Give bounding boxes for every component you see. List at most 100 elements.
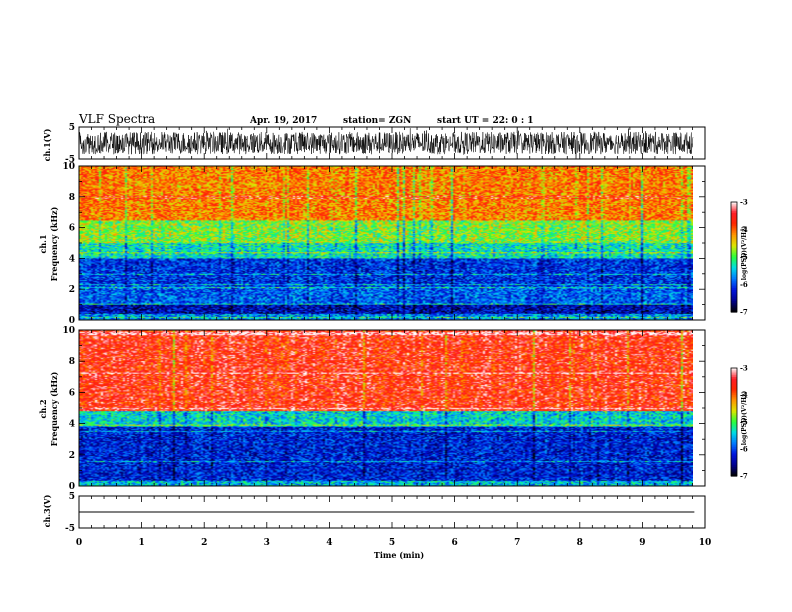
colorbar-cell [731, 258, 737, 262]
colorbar-cell [731, 420, 737, 423]
colorbar-cell [731, 443, 737, 446]
ch3-waveform-ylabel: ch.3(V) [42, 494, 52, 527]
ch1-waveform-trace [78, 128, 694, 159]
ch1-spectrogram-ylabel-channel: ch.1 [38, 234, 48, 253]
colorbar-tick-label: -4 [740, 391, 748, 400]
colorbar-cell [731, 308, 737, 311]
colorbar-cell [731, 447, 737, 450]
x-tick-label: 10 [699, 538, 712, 548]
x-axis-label: Time (min) [374, 550, 424, 560]
colorbar-cell [731, 407, 737, 410]
colorbar-cell [731, 255, 737, 258]
colorbar-tick-label: -4 [740, 225, 748, 234]
colorbar-cell [731, 411, 737, 414]
colorbar-cell [731, 404, 737, 407]
colorbar-cell [731, 273, 737, 276]
colorbar-tick-label: -5 [740, 253, 748, 262]
y-tick-label: 8 [69, 357, 75, 367]
colorbar-cell [731, 290, 737, 293]
colorbar-tick-label: -6 [740, 445, 748, 454]
colorbar-cell [731, 266, 737, 269]
colorbar-cell [731, 235, 737, 238]
colorbar-cell [731, 467, 737, 470]
colorbar-cell [731, 378, 737, 382]
colorbar-tick-label: -5 [740, 418, 748, 427]
colorbar-cell [731, 427, 737, 430]
colorbar-cell [731, 422, 737, 425]
colorbar-cell [731, 262, 737, 265]
y-tick-label: 5 [69, 123, 75, 133]
colorbar-cell [731, 458, 737, 461]
colorbar-cell [731, 413, 737, 416]
x-tick-label: 9 [639, 538, 645, 548]
ch2-spectrogram-ylabel-channel: ch.2 [38, 399, 48, 418]
y-tick-label: 5 [69, 492, 75, 502]
colorbar-cell [731, 225, 737, 229]
ch1-spectrogram-ylabel-frequency: Frequency (kHz) [49, 206, 59, 281]
colorbar-cell [731, 409, 737, 412]
ch2-spectrogram-image [79, 330, 693, 486]
colorbar-cell [731, 384, 737, 387]
colorbar-cell [731, 257, 737, 260]
colorbar-cell [731, 456, 737, 459]
colorbar-cell [731, 463, 737, 466]
colorbar-cell [731, 233, 737, 236]
colorbar-cell [731, 449, 737, 452]
colorbar-cell [731, 299, 737, 302]
colorbar-tick-label: -3 [740, 364, 748, 373]
colorbar-cell [731, 431, 737, 434]
x-tick-label: 1 [138, 538, 144, 548]
y-tick-label: 2 [69, 451, 75, 461]
x-tick-label: 8 [577, 538, 583, 548]
colorbar-cell [731, 244, 737, 247]
colorbar-cell [731, 440, 737, 443]
colorbar-cell [731, 393, 737, 396]
x-tick-label: 3 [264, 538, 270, 548]
colorbar-cell [731, 423, 737, 427]
ch2-colorbar-label: log(PSD)(V²/Hz) [741, 391, 748, 446]
ch1-spectrogram-panel: 0 2 4 6 8 10 [62, 162, 706, 326]
colorbar-tick-label: -7 [740, 308, 748, 317]
colorbar-cell [731, 454, 737, 457]
colorbar-cell [731, 465, 737, 468]
colorbar-cell [731, 218, 737, 221]
ch1-colorbar: -3 -4 -5 -6 -7 [730, 198, 748, 317]
colorbar-cell [731, 246, 737, 249]
colorbar-cell [731, 461, 737, 464]
colorbar-cell [731, 297, 737, 300]
colorbar-cell [731, 382, 737, 385]
colorbar-cell [731, 268, 737, 271]
colorbar-frame [730, 367, 738, 477]
colorbar-cell [731, 205, 737, 209]
colorbar-cell [731, 468, 737, 472]
colorbar-cell [731, 224, 737, 227]
x-tick-label: 5 [389, 538, 395, 548]
colorbar-cell [731, 282, 737, 286]
y-tick-label: 0 [69, 482, 75, 492]
x-tick-label: 7 [514, 538, 520, 548]
colorbar-cell [731, 438, 737, 441]
colorbar-cell [731, 373, 737, 376]
colorbar-cell [731, 302, 737, 306]
colorbar-cell [731, 260, 737, 264]
x-tick-label: 6 [451, 538, 457, 548]
ch1-waveform-ylabel: ch.1(V) [42, 128, 52, 161]
colorbar-cell [731, 293, 737, 297]
y-tick-label: -5 [65, 155, 75, 165]
colorbar-cell [731, 402, 737, 405]
colorbar-cell [731, 310, 737, 313]
colorbar-cell [731, 286, 737, 289]
colorbar-cell [731, 418, 737, 421]
colorbar-cell [731, 405, 737, 409]
colorbar-cell [731, 271, 737, 275]
colorbar-cell [731, 207, 737, 210]
colorbar-cell [731, 251, 737, 254]
colorbar-cell [731, 386, 737, 389]
y-tick-label: 10 [62, 162, 75, 172]
colorbar-cell [731, 275, 737, 278]
colorbar-cell [731, 306, 737, 309]
x-tick-label: 0 [76, 538, 82, 548]
header-station: station= ZGN [343, 116, 411, 126]
colorbar-cell [731, 414, 737, 418]
colorbar-cell [731, 269, 737, 273]
